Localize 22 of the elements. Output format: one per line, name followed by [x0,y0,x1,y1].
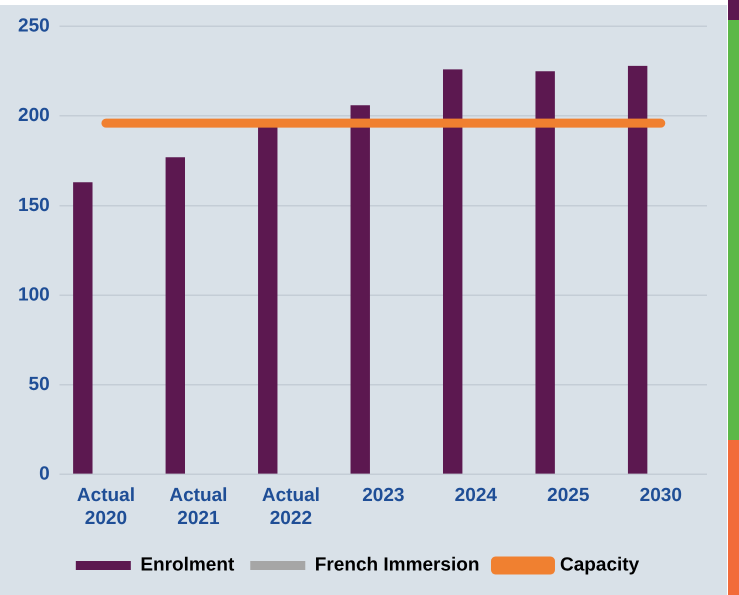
legend-label: French Immersion [314,554,480,576]
y-tick-label: 50 [28,374,50,396]
bar [535,71,555,474]
bar [166,157,185,474]
y-tick-label: 0 [39,464,50,485]
y-tick-label: 100 [18,284,50,306]
legend-label: Enrolment [140,554,235,576]
x-tick-label: 2030 [640,485,682,506]
bar [442,69,462,474]
x-tick-label: 2024 [454,485,498,506]
bar [628,66,648,474]
x-tick-label: Actual 2021 [169,485,228,529]
y-tick-label: 200 [18,105,50,126]
y-tick-label: 250 [18,16,50,37]
x-tick-label: 2023 [362,485,404,506]
bar [73,182,93,474]
y-tick-label: 150 [18,194,50,216]
bar [350,105,370,474]
x-tick-label: 2025 [547,485,590,506]
x-tick-label: Actual 2022 [262,485,320,529]
legend-label: Capacity [560,554,640,576]
x-tick-label: Actual 2020 [76,485,135,529]
